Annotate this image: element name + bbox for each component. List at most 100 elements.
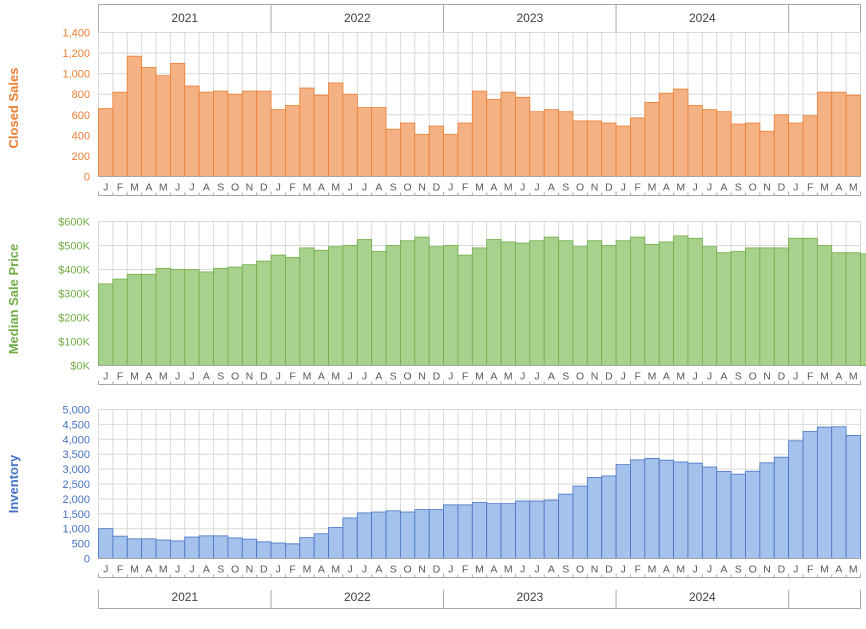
month-tick-label: J: [534, 564, 539, 576]
y-tick-label: $100K: [58, 337, 90, 349]
bar: [558, 240, 574, 366]
month-tick-label: J: [693, 371, 698, 383]
bar: [457, 254, 473, 366]
month-tick-label: S: [562, 371, 569, 383]
month-tick-label: A: [720, 371, 727, 383]
month-tick-label: O: [576, 371, 584, 383]
top-year-axis: 2021 2022 2023 2024: [98, 4, 861, 33]
month-tick-label: S: [217, 371, 224, 383]
month-tick-label: O: [576, 182, 584, 194]
month-tick-label: M: [303, 371, 312, 383]
month-tick-label: J: [534, 182, 539, 194]
month-tick-label: A: [835, 182, 842, 194]
month-tick-label: J: [520, 564, 525, 576]
month-tick-label: J: [707, 371, 712, 383]
month-tick-label: A: [375, 371, 382, 383]
bar: [500, 241, 516, 366]
bar: [673, 461, 689, 559]
month-tick-label: F: [634, 182, 640, 194]
month-tick-label: M: [130, 182, 139, 194]
month-tick-label: D: [778, 182, 786, 194]
bar: [515, 96, 531, 177]
bar: [112, 535, 128, 559]
month-tick-label: A: [548, 182, 555, 194]
month-tick-label: M: [159, 564, 168, 576]
bar: [773, 247, 790, 366]
bar: [630, 117, 646, 177]
month-tick-label: M: [130, 564, 139, 576]
closed-sales-panel: Closed Sales 0 200 400 600 800 1,000 1,200 1,40…: [6, 28, 861, 196]
month-tick-label: S: [562, 182, 569, 194]
bar: [155, 75, 171, 177]
month-tick-label: O: [231, 371, 239, 383]
month-tick-label: J: [175, 371, 180, 383]
month-tick-label: N: [418, 371, 426, 383]
month-tick-label: A: [490, 371, 497, 383]
bar: [443, 133, 459, 177]
month-tick-label: J: [175, 182, 180, 194]
bar: [701, 466, 718, 559]
month-tick-label: A: [375, 564, 382, 576]
bar: [126, 55, 143, 177]
month-tick-label: F: [117, 564, 123, 576]
bar: [644, 457, 660, 559]
bar: [773, 114, 790, 177]
month-tick-label: A: [663, 564, 670, 576]
bar: [184, 85, 200, 177]
bar: [759, 130, 775, 177]
y-tick-label: $300K: [58, 289, 90, 301]
year-label: 2022: [344, 590, 371, 604]
month-tick-label: A: [318, 371, 325, 383]
month-tick-label: J: [362, 564, 367, 576]
median-sale-price-axis-title: Median Sale Price: [6, 244, 21, 355]
year-label: 2024: [689, 590, 716, 604]
bar: [586, 477, 603, 559]
bar: [385, 510, 401, 559]
bar: [414, 133, 430, 177]
bar: [831, 252, 847, 366]
bar: [845, 94, 861, 177]
y-tick-label: 1,000: [62, 69, 90, 81]
bar: [155, 267, 171, 366]
bar: [500, 91, 516, 177]
bar: [730, 473, 746, 559]
month-tick-label: J: [189, 182, 194, 194]
month-tick-label: J: [362, 371, 367, 383]
month-tick-label: M: [130, 371, 139, 383]
bar: [673, 88, 689, 177]
bar: [658, 241, 674, 366]
month-tick-label: A: [548, 371, 555, 383]
bar: [558, 111, 574, 177]
month-tick-label: J: [793, 371, 798, 383]
month-tick-label: D: [605, 564, 613, 576]
y-tick-label: 0: [84, 172, 90, 184]
bar: [299, 87, 315, 177]
month-tick-label: J: [621, 564, 626, 576]
month-tick-label: M: [648, 564, 657, 576]
bar: [615, 240, 631, 366]
bar: [213, 267, 229, 366]
bar: [342, 245, 358, 366]
month-tick-label: M: [331, 182, 340, 194]
bar: [313, 94, 329, 177]
month-tick-label: J: [175, 564, 180, 576]
year-label: 2021: [171, 590, 198, 604]
bar: [816, 426, 833, 559]
month-tick-label: O: [749, 182, 757, 194]
month-tick-label: M: [303, 182, 312, 194]
month-tick-label: M: [331, 371, 340, 383]
month-tick-label: N: [591, 182, 599, 194]
bar: [572, 120, 588, 177]
bar: [270, 542, 286, 559]
month-tick-label: N: [763, 564, 771, 576]
bar: [572, 246, 588, 366]
bar: [687, 237, 703, 366]
month-tick-label: D: [433, 371, 441, 383]
bar: [241, 90, 258, 177]
month-tick-label: D: [260, 182, 268, 194]
month-tick-label: O: [749, 371, 757, 383]
bar: [285, 543, 301, 559]
y-tick-label: 1,500: [62, 509, 90, 521]
month-tick-label: M: [475, 182, 484, 194]
